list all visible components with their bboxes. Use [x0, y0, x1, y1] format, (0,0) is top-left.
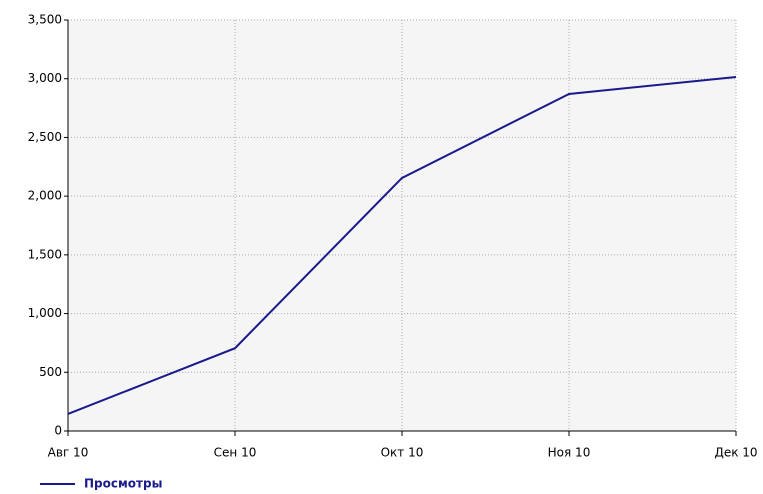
y-tick-label: 3,500 [28, 13, 62, 27]
y-tick-label: 0 [54, 424, 62, 438]
x-tick-label: Ноя 10 [548, 446, 591, 460]
y-tick-label: 3,000 [28, 71, 62, 85]
legend-label: Просмотры [84, 477, 162, 491]
x-tick-label: Дек 10 [714, 446, 757, 460]
y-tick-label: 2,500 [28, 130, 62, 144]
plot-area [68, 20, 736, 431]
line [67, 75, 737, 415]
y-tick-label: 1,000 [28, 306, 62, 320]
y-tick-label: 2,000 [28, 189, 62, 203]
x-tick-label: Сен 10 [214, 446, 257, 460]
x-tick-label: Окт 10 [381, 446, 424, 460]
y-tick-label: 500 [39, 365, 62, 379]
x-tick-label: Авг 10 [48, 446, 89, 460]
y-tick-label: 1,500 [28, 247, 62, 261]
